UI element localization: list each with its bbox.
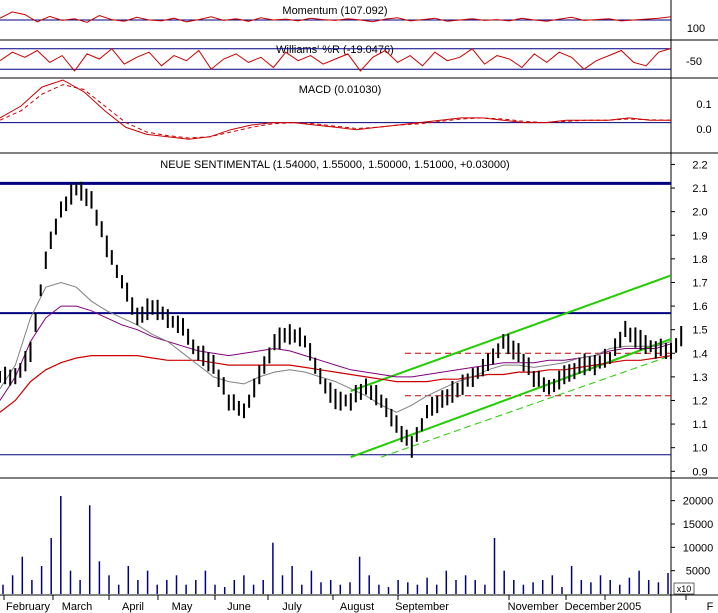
price-tick-label: 1.0 (692, 443, 707, 455)
price-tick-label: 1.1 (692, 419, 707, 431)
momentum-title: Momentum (107.092) (282, 5, 387, 17)
price-tick-label: 2.1 (692, 183, 707, 195)
x-tick-label: 2005 (617, 601, 641, 613)
x-tick-label: F (707, 601, 714, 613)
price-tick-label: 1.3 (692, 372, 707, 384)
volume-tick-label: 15000 (683, 519, 714, 531)
price-tick-label: 1.2 (692, 396, 707, 408)
price-title: NEUE SENTIMENTAL (1.54000, 1.55000, 1.50… (160, 159, 509, 171)
macd-title: MACD (0.01030) (299, 84, 382, 96)
x-tick-label: September (395, 601, 449, 613)
moving-average-mid (0, 305, 672, 401)
x-tick-label: December (565, 601, 616, 613)
x-tick-label: June (227, 601, 251, 613)
channel-lower-line (350, 338, 672, 459)
price-tick-label: 1.4 (692, 348, 707, 360)
channel-dashed-line (381, 355, 672, 458)
x-tick-label: November (508, 601, 559, 613)
unit-label-box (673, 582, 695, 595)
macd-tick: 0.0 (696, 124, 711, 136)
volume-unit-label: x10 (677, 584, 692, 594)
volume-tick-label: 10000 (683, 542, 714, 554)
x-tick-label: July (282, 601, 302, 613)
price-tick-label: 1.5 (692, 325, 707, 337)
macd-signal-line (0, 84, 672, 139)
williams-title: Williams' %R (-19.0476) (276, 44, 394, 56)
moving-average-short (0, 281, 672, 413)
x-tick-label: February (6, 601, 51, 613)
volume-tick-label: 20000 (683, 496, 714, 508)
price-tick-label: 1.8 (692, 254, 707, 266)
price-tick-label: 2.0 (692, 207, 707, 219)
macd-line (0, 79, 671, 140)
x-tick-label: April (122, 601, 144, 613)
price-tick-label: 0.9 (692, 466, 707, 478)
price-tick-label: 2.2 (692, 159, 707, 171)
williams-tick: -50 (686, 56, 702, 68)
volume-tick-label: 5000 (686, 566, 710, 578)
channel-upper-line (350, 274, 672, 392)
x-tick-label: May (172, 601, 193, 613)
price-tick-label: 1.6 (692, 301, 707, 313)
price-tick-label: 1.9 (692, 230, 707, 242)
moving-average-long (0, 355, 672, 413)
price-tick-label: 1.7 (692, 278, 707, 290)
macd-tick: 0.1 (696, 99, 711, 111)
momentum-tick: 100 (687, 23, 705, 35)
x-tick-label: August (340, 601, 374, 613)
williams-series-line (0, 48, 672, 72)
x-tick-label: March (62, 601, 93, 613)
momentum-series-line (0, 11, 672, 23)
